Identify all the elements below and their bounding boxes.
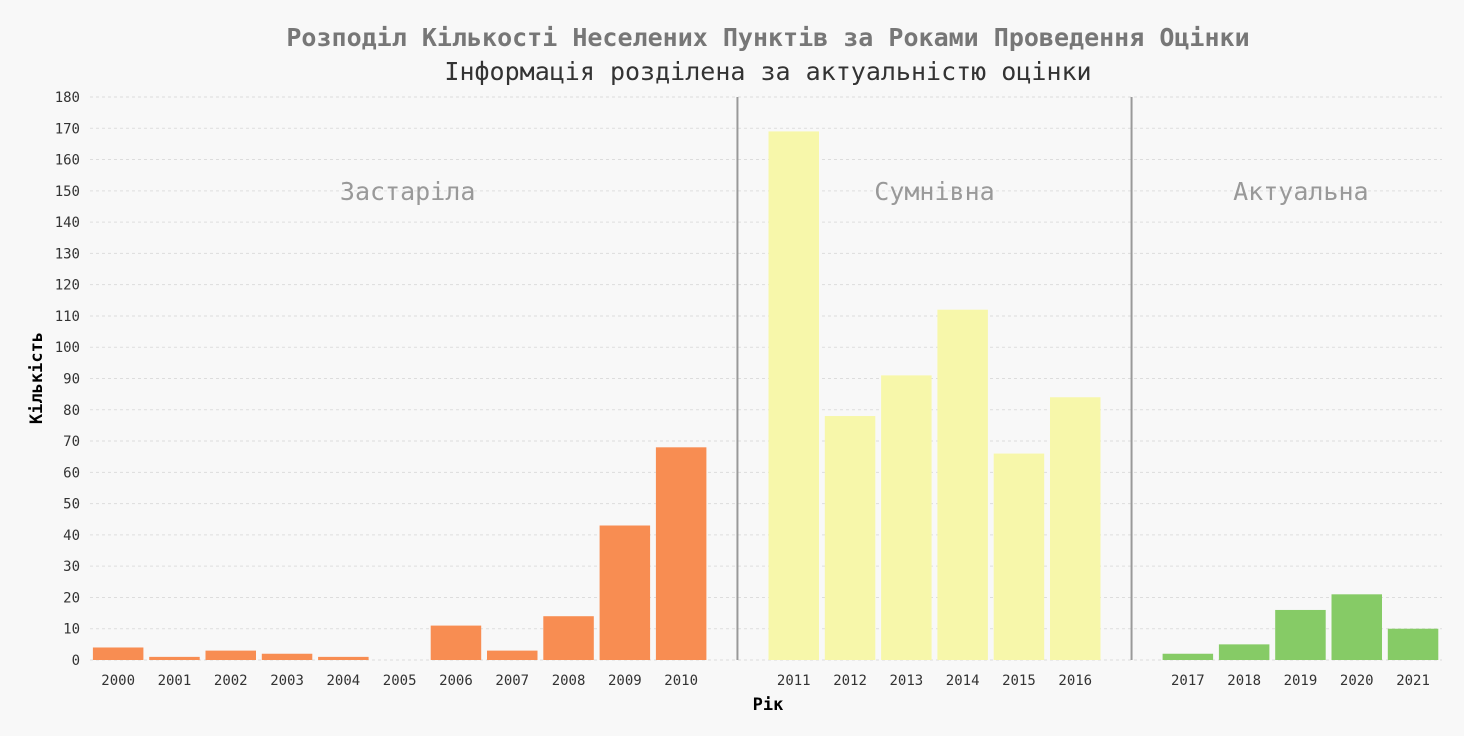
x-tick-label: 2013	[889, 673, 923, 689]
bar-2008	[543, 616, 594, 660]
y-tick-label: 160	[55, 153, 80, 169]
group-label: Сумнівна	[874, 177, 994, 206]
y-tick-label: 140	[55, 215, 80, 231]
bar-2019	[1275, 609, 1326, 660]
bars	[92, 131, 1439, 661]
group-labels: Застаріла Сумнівна Актуальна	[340, 177, 1369, 206]
bar-2011	[768, 131, 819, 661]
y-tick-label: 0	[72, 653, 80, 669]
y-tick-label: 150	[55, 184, 80, 200]
y-tick-label: 10	[63, 622, 80, 638]
y-tick-label: 80	[63, 403, 80, 419]
bar-2012	[824, 416, 876, 660]
y-tick-label: 120	[55, 278, 80, 294]
bar-2015	[993, 453, 1045, 660]
y-axis-label: Кількість	[27, 332, 47, 424]
y-tick-label: 40	[63, 528, 80, 544]
y-tick-label: 60	[63, 465, 80, 481]
x-tick-label: 2007	[495, 673, 529, 689]
y-tick-label: 30	[63, 559, 80, 575]
x-tick-label: 2003	[270, 673, 304, 689]
y-tick-label: 110	[55, 309, 80, 325]
y-tick-label: 50	[63, 497, 80, 513]
x-tick-label: 2015	[1002, 673, 1036, 689]
y-axis-ticks: 0 10 20 30 40 50 60 70 80 90 100 110 120 130 140 150 160…	[55, 90, 80, 669]
bar-2014	[937, 309, 988, 660]
x-tick-label: 2000	[101, 673, 135, 689]
bar-2003	[261, 653, 313, 660]
x-tick-label: 2011	[777, 673, 811, 689]
x-tick-label: 2017	[1171, 673, 1205, 689]
x-tick-label: 2014	[946, 673, 980, 689]
x-tick-label: 2021	[1396, 673, 1430, 689]
x-tick-label: 2006	[439, 673, 473, 689]
y-tick-label: 90	[63, 372, 80, 388]
bar-2010	[655, 447, 707, 660]
x-tick-label: 2016	[1058, 673, 1092, 689]
x-tick-label: 2008	[552, 673, 586, 689]
bar-2020	[1331, 594, 1382, 660]
x-tick-label: 2018	[1227, 673, 1261, 689]
x-tick-label: 2012	[833, 673, 867, 689]
bar-2006	[430, 625, 482, 660]
group-separators	[736, 97, 1133, 660]
x-axis-label: Рік	[753, 695, 784, 715]
y-tick-label: 180	[55, 90, 80, 106]
x-tick-label: 2002	[214, 673, 248, 689]
y-tick-label: 130	[55, 246, 80, 262]
y-tick-label: 70	[63, 434, 80, 450]
bar-2007	[487, 650, 538, 660]
group-label: Актуальна	[1233, 177, 1368, 206]
y-tick-label: 20	[63, 590, 80, 606]
bar-2017	[1162, 653, 1214, 660]
y-tick-label: 100	[55, 340, 80, 356]
bar-2021	[1387, 628, 1439, 660]
bar-2002	[205, 650, 256, 660]
y-tick-label: 170	[55, 121, 80, 137]
bar-2018	[1218, 644, 1270, 660]
x-tick-label: 2005	[383, 673, 417, 689]
x-tick-label: 2001	[158, 673, 192, 689]
x-tick-label: 2004	[326, 673, 360, 689]
chart-title: Розподіл Кількості Неселених Пунктів за …	[286, 23, 1249, 52]
group-label: Застаріла	[340, 177, 475, 206]
chart-subtitle: Інформація розділена за актуальністю оці…	[444, 57, 1091, 86]
x-tick-label: 2010	[664, 673, 698, 689]
bar-2001	[149, 656, 200, 660]
bar-2016	[1050, 397, 1101, 660]
bar-2013	[881, 375, 932, 660]
x-tick-label: 2019	[1284, 673, 1318, 689]
x-axis-ticks: 2000 2001 2002 2003 2004 2005 2006 2007 2008 2009…	[101, 673, 1430, 689]
bar-2009	[599, 525, 651, 660]
bar-2004	[318, 656, 369, 660]
x-tick-label: 2009	[608, 673, 642, 689]
x-tick-label: 2020	[1340, 673, 1374, 689]
bar-2000	[92, 647, 144, 660]
